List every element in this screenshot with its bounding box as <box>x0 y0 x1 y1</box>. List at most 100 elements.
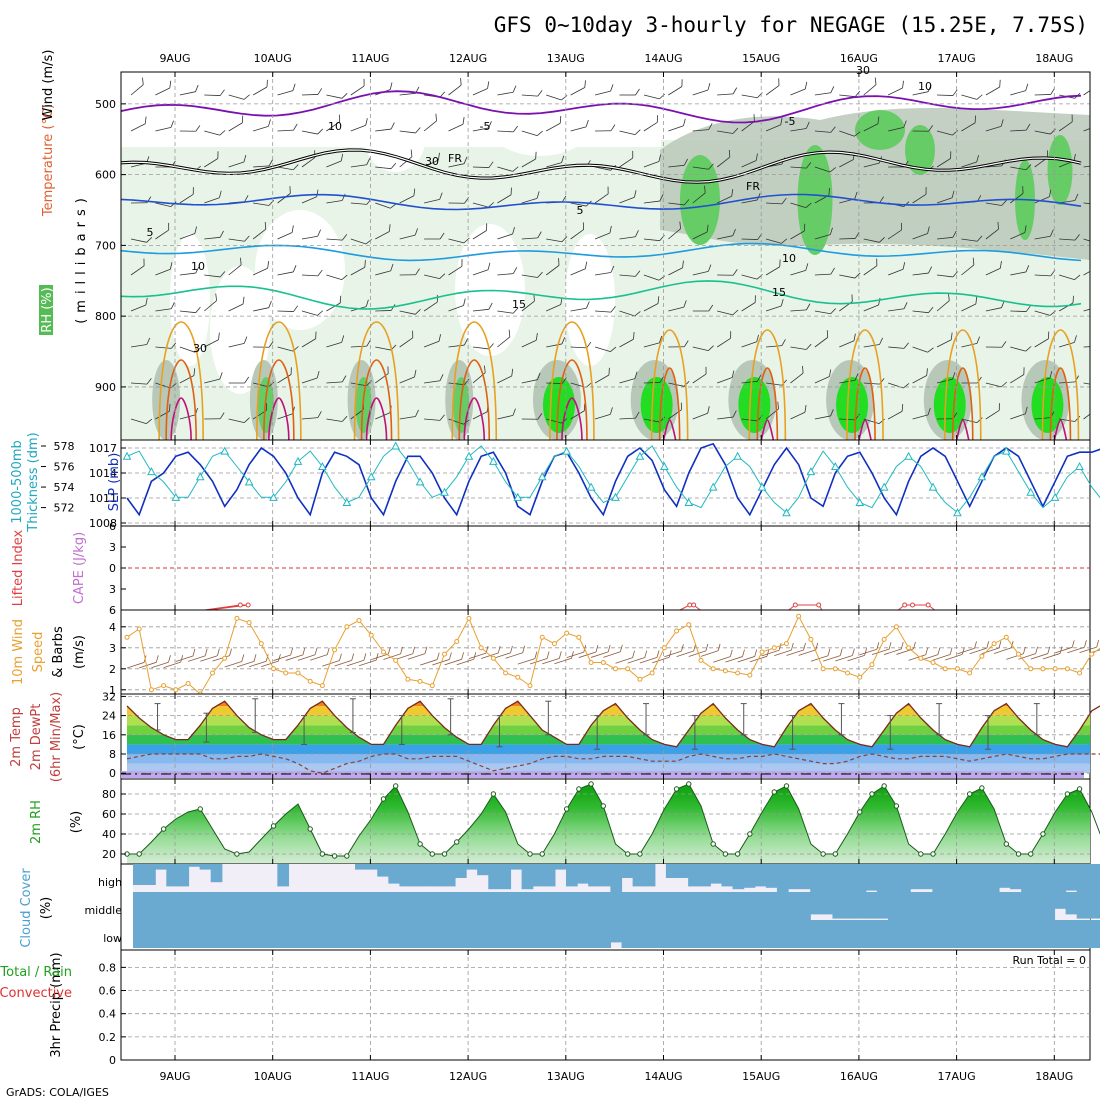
wind-barb <box>472 302 493 312</box>
wind-speed-marker <box>661 645 667 651</box>
barb-feather <box>390 122 395 130</box>
barb-feather <box>512 408 516 416</box>
barb-shaft <box>570 268 586 276</box>
barb-feather <box>390 162 397 169</box>
barb-shaft <box>619 338 634 348</box>
barb-shaft <box>423 301 438 312</box>
barb-shaft <box>375 270 391 276</box>
barb-shaft <box>839 238 856 240</box>
barb-shaft <box>961 418 978 423</box>
surface-barb-feather <box>534 651 538 659</box>
barb-shaft <box>521 237 538 240</box>
wind-barb <box>521 413 543 420</box>
barb-shaft <box>643 274 660 281</box>
cloud-cell-middle <box>943 892 956 920</box>
cloud-cell-middle <box>743 892 756 920</box>
barb-feather <box>410 149 413 157</box>
surface-barb <box>652 650 672 664</box>
barb-shaft <box>130 238 147 243</box>
surface-barb <box>798 642 819 656</box>
wind-barb <box>350 78 365 96</box>
cloud-cell-low <box>954 920 967 948</box>
barb-shaft <box>887 410 903 420</box>
wind-barb <box>521 231 542 240</box>
barb-shaft <box>1010 129 1027 132</box>
wind-barb <box>790 405 807 420</box>
cloud-cell-low <box>399 920 412 948</box>
surface-barb-shaft <box>798 649 816 656</box>
wind-barb <box>595 265 615 276</box>
wind-barb <box>1083 202 1090 205</box>
thickness-marker <box>708 482 718 491</box>
barb-shaft <box>130 418 147 425</box>
barb-feather <box>169 262 173 270</box>
rh-marker <box>454 839 460 845</box>
rh-marker <box>160 826 167 832</box>
barb-shaft <box>668 86 683 96</box>
wind-speed-marker <box>1040 666 1046 672</box>
barb-feather <box>683 300 687 308</box>
wind-speed-marker <box>393 657 399 663</box>
cloud-cell-middle <box>421 892 434 920</box>
cloud-cell-middle <box>1021 892 1033 920</box>
wind-speed-marker <box>967 670 973 676</box>
wind-barb <box>497 85 517 96</box>
surface-barb <box>1030 646 1051 660</box>
barb-shaft <box>839 379 856 384</box>
barb-feather <box>219 412 225 419</box>
rh-marker <box>136 851 142 857</box>
barb-shaft <box>1083 345 1090 348</box>
barb-feather <box>779 259 781 267</box>
barb-shaft <box>1034 130 1051 135</box>
barb-feather <box>462 117 465 125</box>
temperature-line <box>126 700 1100 748</box>
wind-barb <box>668 158 688 168</box>
cloud-cell-middle <box>521 892 534 920</box>
wind-barb <box>936 271 958 278</box>
barb-shaft <box>741 341 757 348</box>
wind-barb <box>253 159 274 168</box>
barb-shaft <box>1010 193 1024 204</box>
barb-shaft <box>643 200 660 204</box>
barb-shaft <box>179 91 196 96</box>
wind-barb <box>814 330 829 348</box>
wind-speed-marker <box>1089 651 1095 657</box>
barb-shaft <box>814 234 831 240</box>
cloud-cell-low <box>1043 920 1056 948</box>
wind-barb <box>1034 371 1053 384</box>
barb-shaft <box>350 382 367 387</box>
wind-label-1: 10m Wind <box>11 619 26 685</box>
wind-barb <box>204 151 219 168</box>
contour-minus5 <box>121 90 1082 124</box>
thickness-marker <box>928 482 938 491</box>
barb-shaft <box>130 265 145 276</box>
surface-barb-shaft <box>859 648 877 656</box>
cloud-cell-low <box>565 920 578 948</box>
barb-feather <box>583 403 586 411</box>
barb-feather <box>1048 331 1050 339</box>
barb-feather <box>1093 79 1100 86</box>
wind-barb <box>594 367 610 384</box>
precip-axis: 00.20.40.60.8 <box>99 961 126 1067</box>
surface-barb <box>1055 640 1075 654</box>
surface-barb-feather <box>192 648 196 657</box>
wind-barb <box>888 262 906 276</box>
cloud-cell-middle <box>776 892 789 920</box>
contour-plus25 <box>951 367 974 440</box>
barb-shaft <box>717 130 734 134</box>
surface-barb-shaft <box>822 655 841 662</box>
wind-speed-marker <box>222 655 228 661</box>
cloud-cell-middle <box>266 892 278 920</box>
wind-barb <box>472 262 491 276</box>
barb-feather <box>145 297 148 306</box>
barb-shaft <box>594 413 611 420</box>
wind-barb <box>887 222 902 240</box>
contour-plus25 <box>756 367 779 440</box>
wind-barb <box>424 414 445 421</box>
thickness-tick-label: 574 <box>54 481 75 494</box>
surface-barb-feather <box>387 646 391 655</box>
barb-feather <box>950 151 952 159</box>
cloud-cell-high <box>876 864 889 892</box>
surface-barb <box>1042 646 1063 660</box>
top-date-18aug: 18AUG <box>1035 52 1073 65</box>
